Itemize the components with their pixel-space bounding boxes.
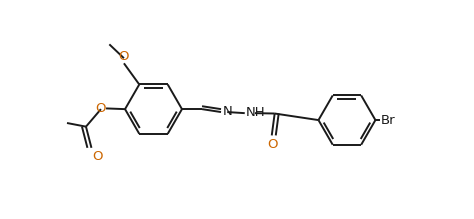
Text: O: O <box>118 50 129 63</box>
Text: O: O <box>92 150 103 163</box>
Text: Br: Br <box>381 114 395 127</box>
Text: NH: NH <box>246 106 265 119</box>
Text: O: O <box>268 138 278 151</box>
Text: O: O <box>95 102 105 115</box>
Text: N: N <box>222 105 232 118</box>
